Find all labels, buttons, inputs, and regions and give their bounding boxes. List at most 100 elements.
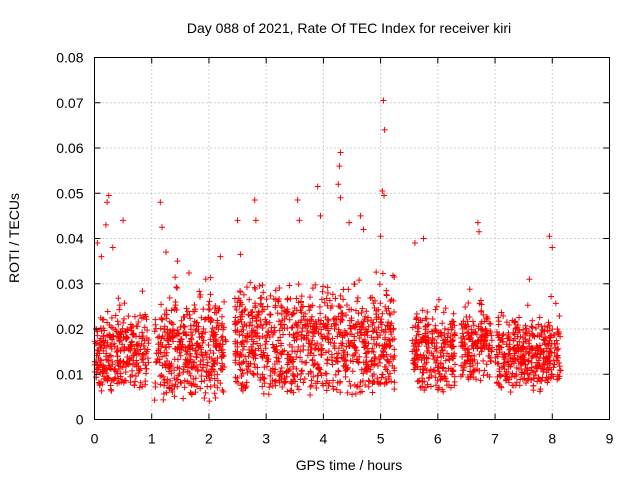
data-point (413, 346, 420, 353)
data-point (214, 371, 221, 378)
data-point (185, 364, 192, 371)
data-point (506, 350, 513, 357)
data-point (380, 345, 387, 352)
data-point (98, 357, 105, 364)
data-point (207, 377, 214, 384)
data-point (522, 348, 529, 355)
data-point (442, 305, 449, 312)
data-point (359, 305, 366, 312)
data-point (505, 361, 512, 368)
data-point (197, 358, 204, 365)
data-point (136, 384, 143, 391)
data-point (529, 324, 536, 331)
data-point (281, 315, 288, 322)
data-point (298, 358, 305, 365)
data-point (110, 377, 117, 384)
data-point (337, 292, 344, 299)
data-point (277, 371, 284, 378)
data-point (124, 327, 131, 334)
data-point (357, 379, 364, 386)
data-point (209, 363, 216, 370)
data-point (177, 336, 184, 343)
data-point (289, 356, 296, 363)
data-point (157, 381, 164, 388)
data-point (353, 383, 360, 390)
data-point (210, 350, 217, 357)
data-point (450, 343, 457, 350)
data-point (262, 321, 269, 328)
data-point (554, 346, 561, 353)
data-point (209, 325, 216, 332)
data-point (431, 327, 438, 334)
data-point (184, 308, 191, 315)
data-point (111, 376, 118, 383)
data-point (158, 301, 165, 308)
data-point (411, 355, 418, 362)
data-point (173, 307, 180, 314)
data-point (382, 329, 389, 336)
data-point (322, 314, 329, 321)
data-point (534, 378, 541, 385)
data-point (298, 368, 305, 375)
data-point (120, 217, 127, 224)
data-point (189, 365, 196, 372)
data-point (260, 375, 267, 382)
data-point (310, 373, 317, 380)
data-point (174, 364, 181, 371)
data-point (419, 383, 426, 390)
data-point (232, 327, 239, 334)
data-point (247, 308, 254, 315)
data-point (475, 325, 482, 332)
data-point (169, 332, 176, 339)
data-point (332, 371, 339, 378)
data-point (522, 329, 529, 336)
data-point (298, 309, 305, 316)
data-point (232, 303, 239, 310)
data-point (488, 348, 495, 355)
data-point (444, 350, 451, 357)
data-point (336, 163, 343, 170)
data-point (104, 308, 111, 315)
data-point (518, 365, 525, 372)
data-point (520, 339, 527, 346)
data-point (181, 329, 188, 336)
data-point (495, 314, 502, 321)
data-point (166, 343, 173, 350)
data-point (331, 345, 338, 352)
data-point (133, 323, 140, 330)
data-point (298, 317, 305, 324)
data-point (237, 289, 244, 296)
data-point (333, 350, 340, 357)
data-point (503, 319, 510, 326)
data-point (481, 344, 488, 351)
data-point (234, 379, 241, 386)
data-point (250, 327, 257, 334)
data-point (267, 372, 274, 379)
data-point (263, 296, 270, 303)
data-point (549, 244, 556, 251)
data-point (174, 383, 181, 390)
data-point (103, 370, 110, 377)
data-point (278, 311, 285, 318)
data-point (253, 318, 260, 325)
data-point (351, 281, 358, 288)
data-point (374, 378, 381, 385)
data-point (429, 335, 436, 342)
data-point (376, 342, 383, 349)
data-point (117, 370, 124, 377)
data-point (300, 346, 307, 353)
data-point (373, 329, 380, 336)
data-point (423, 367, 430, 374)
data-point (94, 240, 101, 247)
data-point (152, 321, 159, 328)
data-point (348, 306, 355, 313)
data-point (175, 331, 182, 338)
data-point (191, 318, 198, 325)
data-point (368, 317, 375, 324)
data-points (91, 97, 564, 405)
data-point (361, 316, 368, 323)
data-point (368, 348, 375, 355)
data-point (251, 197, 258, 204)
data-point (145, 340, 152, 347)
data-point (100, 363, 107, 370)
